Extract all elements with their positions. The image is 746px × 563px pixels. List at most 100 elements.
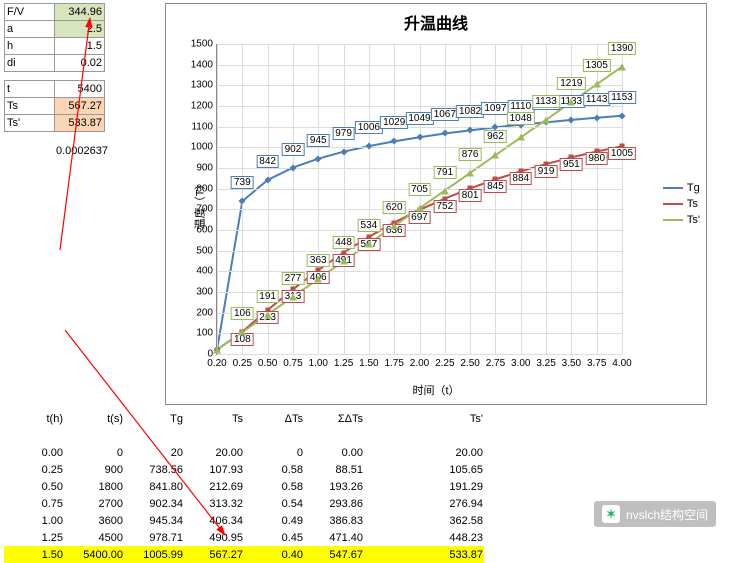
data-label: 1006 [355, 121, 383, 134]
col-header: Tg [124, 410, 184, 427]
legend-item: Ts' [663, 212, 700, 228]
data-label: 752 [433, 200, 456, 213]
cell: 0.50 [4, 478, 64, 495]
data-label: 980 [585, 152, 608, 165]
data-point [314, 275, 322, 282]
col-header [364, 410, 424, 427]
param-val: 0.02 [55, 55, 105, 72]
cell: 5400.00 [64, 546, 124, 563]
x-axis-label: 时间（t） [412, 382, 459, 398]
data-label: 1133 [532, 95, 560, 108]
param-val: 1.5 [55, 38, 105, 55]
cell: 107.93 [184, 461, 244, 478]
col-header: t(s) [64, 410, 124, 427]
y-tick: 1100 [191, 121, 213, 132]
chart-title: 升温曲线 [166, 10, 706, 34]
x-tick: 1.00 [309, 358, 328, 369]
x-tick: 2.75 [486, 358, 505, 369]
data-label: 1082 [456, 105, 484, 118]
y-tick: 700 [196, 204, 213, 215]
cell: 547.67 [304, 546, 364, 563]
x-tick: 3.00 [511, 358, 530, 369]
data-point [466, 169, 474, 176]
cell: 0.45 [244, 529, 304, 546]
watermark-text: nvslch结构空间 [626, 506, 708, 523]
cell: 0.75 [4, 495, 64, 512]
x-tick: 2.00 [410, 358, 429, 369]
cell: 2700 [64, 495, 124, 512]
col-header: ΣΔTs [304, 410, 364, 427]
data-label: 842 [256, 155, 279, 168]
data-label: 191 [256, 290, 279, 303]
data-label: 106 [231, 307, 254, 320]
cell: 448.23 [424, 529, 484, 546]
data-label: 1110 [507, 100, 534, 113]
data-label: 739 [231, 176, 254, 189]
data-point [491, 152, 499, 159]
data-point [390, 222, 398, 229]
cell [364, 529, 424, 546]
data-label: 801 [459, 189, 482, 202]
data-label: 534 [358, 219, 381, 232]
cell [364, 478, 424, 495]
legend: TgTsTs' [663, 180, 700, 228]
x-tick: 3.25 [536, 358, 555, 369]
cell: 193.26 [304, 478, 364, 495]
data-label: 945 [307, 134, 330, 147]
cell: 1.25 [4, 529, 64, 546]
x-tick: 0.20 [207, 358, 226, 369]
data-point [618, 63, 626, 70]
data-point [340, 258, 348, 265]
data-label: 884 [509, 172, 532, 185]
cell: 841.80 [124, 478, 184, 495]
legend-item: Tg [663, 180, 700, 196]
cell: 20.00 [184, 444, 244, 461]
y-tick: 500 [196, 245, 213, 256]
x-tick: 0.25 [233, 358, 252, 369]
data-label: 1153 [608, 91, 636, 104]
cell: 978.71 [124, 529, 184, 546]
param-val: 344.96 [55, 4, 105, 21]
cell: 293.86 [304, 495, 364, 512]
data-point [567, 99, 575, 106]
y-tick: 900 [196, 163, 213, 174]
col-header: t(h) [4, 410, 64, 427]
data-label: 979 [332, 127, 355, 140]
y-tick: 600 [196, 225, 213, 236]
cell: 567.27 [184, 546, 244, 563]
cell: 4500 [64, 529, 124, 546]
data-label: 697 [408, 211, 431, 224]
data-point [213, 346, 221, 353]
y-tick: 100 [196, 328, 213, 339]
cell: 738.56 [124, 461, 184, 478]
param-key: Ts' [5, 115, 55, 132]
x-tick: 0.50 [258, 358, 277, 369]
cell: 313.32 [184, 495, 244, 512]
data-label: 363 [307, 254, 330, 267]
cell: 0.58 [244, 478, 304, 495]
cell: 105.65 [424, 461, 484, 478]
y-tick: 1300 [191, 80, 213, 91]
wechat-icon: ✶ [602, 505, 620, 523]
param-val: 5400 [55, 81, 105, 98]
data-label: 1219 [557, 77, 585, 90]
cell: 212.69 [184, 478, 244, 495]
params-table: F/V344.96a2.5h1.5di0.02 [4, 3, 105, 72]
x-tick: 1.25 [334, 358, 353, 369]
data-label: 1067 [431, 108, 459, 121]
cell [364, 461, 424, 478]
x-tick: 4.00 [612, 358, 631, 369]
param-val: 533.87 [55, 115, 105, 132]
data-point [238, 329, 246, 336]
x-tick: 2.50 [460, 358, 479, 369]
y-tick: 400 [196, 266, 213, 277]
data-point [593, 81, 601, 88]
data-point [416, 205, 424, 212]
data-point [517, 134, 525, 141]
data-label: 902 [282, 143, 305, 156]
cell: 3600 [64, 512, 124, 529]
x-tick: 3.75 [587, 358, 606, 369]
y-tick: 1500 [191, 39, 213, 50]
data-point [542, 116, 550, 123]
param-key: Ts [5, 98, 55, 115]
